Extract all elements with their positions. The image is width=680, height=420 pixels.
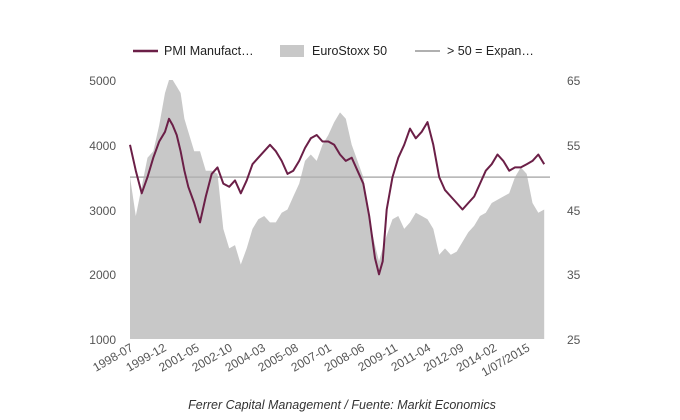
y-left-tick: 4000: [89, 139, 116, 153]
legend-threshold-label: > 50 = Expan…: [447, 44, 534, 58]
y-right-tick: 45: [567, 204, 581, 218]
legend-eurostoxx-swatch: [280, 45, 304, 57]
legend-eurostoxx-label: EuroStoxx 50: [312, 44, 387, 58]
y-right-tick: 65: [567, 74, 581, 88]
plot-area: [129, 80, 550, 339]
y-left-tick: 5000: [89, 74, 116, 88]
legend: PMI Manufact… EuroStoxx 50 > 50 = Expan…: [133, 44, 534, 58]
x-axis: 1998-071999-122001-052002-102004-032005-…: [90, 340, 532, 379]
y-left-tick: 3000: [89, 204, 116, 218]
y-left-tick: 1000: [89, 333, 116, 347]
pmi-line: [129, 117, 546, 276]
chart-caption: Ferrer Capital Management / Fuente: Mark…: [188, 398, 496, 412]
y-left-tick: 2000: [89, 268, 116, 282]
y-right-tick: 55: [567, 139, 581, 153]
eurostoxx-area: [130, 80, 545, 339]
y-left-axis: 5000 4000 3000 2000 1000: [89, 74, 116, 347]
y-right-axis: 65 55 45 35 25: [567, 74, 581, 347]
y-right-tick: 25: [567, 333, 581, 347]
y-right-tick: 35: [567, 268, 581, 282]
legend-pmi-label: PMI Manufact…: [164, 44, 254, 58]
